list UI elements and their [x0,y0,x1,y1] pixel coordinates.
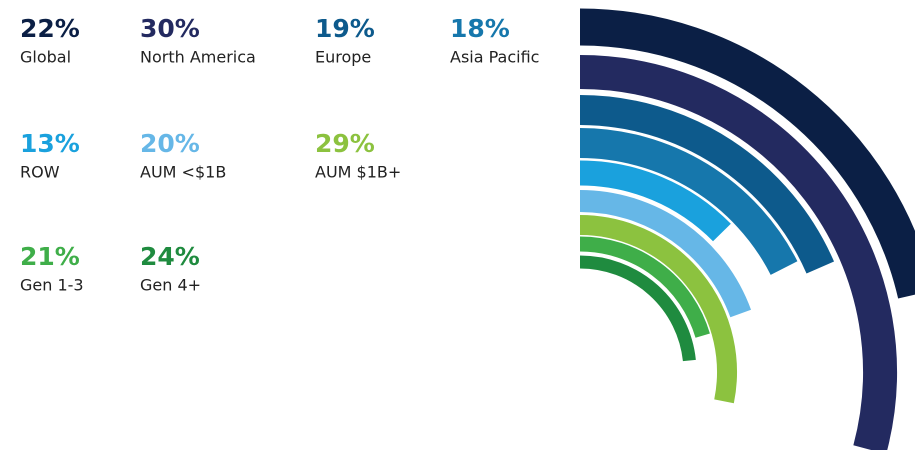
arc-bar [579,8,915,299]
category-label: AUM $1B+ [315,163,401,182]
arc-bar [579,255,696,362]
category-label: Global [20,48,71,67]
category-label: Asia Pacific [450,48,539,67]
percent-label: 18% [450,14,510,43]
arc-bar [579,128,798,275]
category-label: North America [140,48,256,67]
arc-bar [579,215,737,404]
arc-bar [579,190,752,318]
percent-label: 29% [315,129,375,158]
category-label: Europe [315,48,371,67]
arc-bar [579,160,731,242]
category-label: Gen 1-3 [20,276,84,295]
arc-bar [579,236,710,338]
percent-label: 22% [20,14,80,43]
arc-bar [579,55,897,450]
percent-label: 13% [20,129,80,158]
percent-label: 30% [140,14,200,43]
percent-label: 20% [140,129,200,158]
category-label: ROW [20,163,60,182]
percent-label: 24% [140,242,200,271]
percent-label: 19% [315,14,375,43]
category-label: AUM <$1B [140,163,226,182]
percent-label: 21% [20,242,80,271]
category-label: Gen 4+ [140,276,201,295]
arc-bar [579,95,835,274]
